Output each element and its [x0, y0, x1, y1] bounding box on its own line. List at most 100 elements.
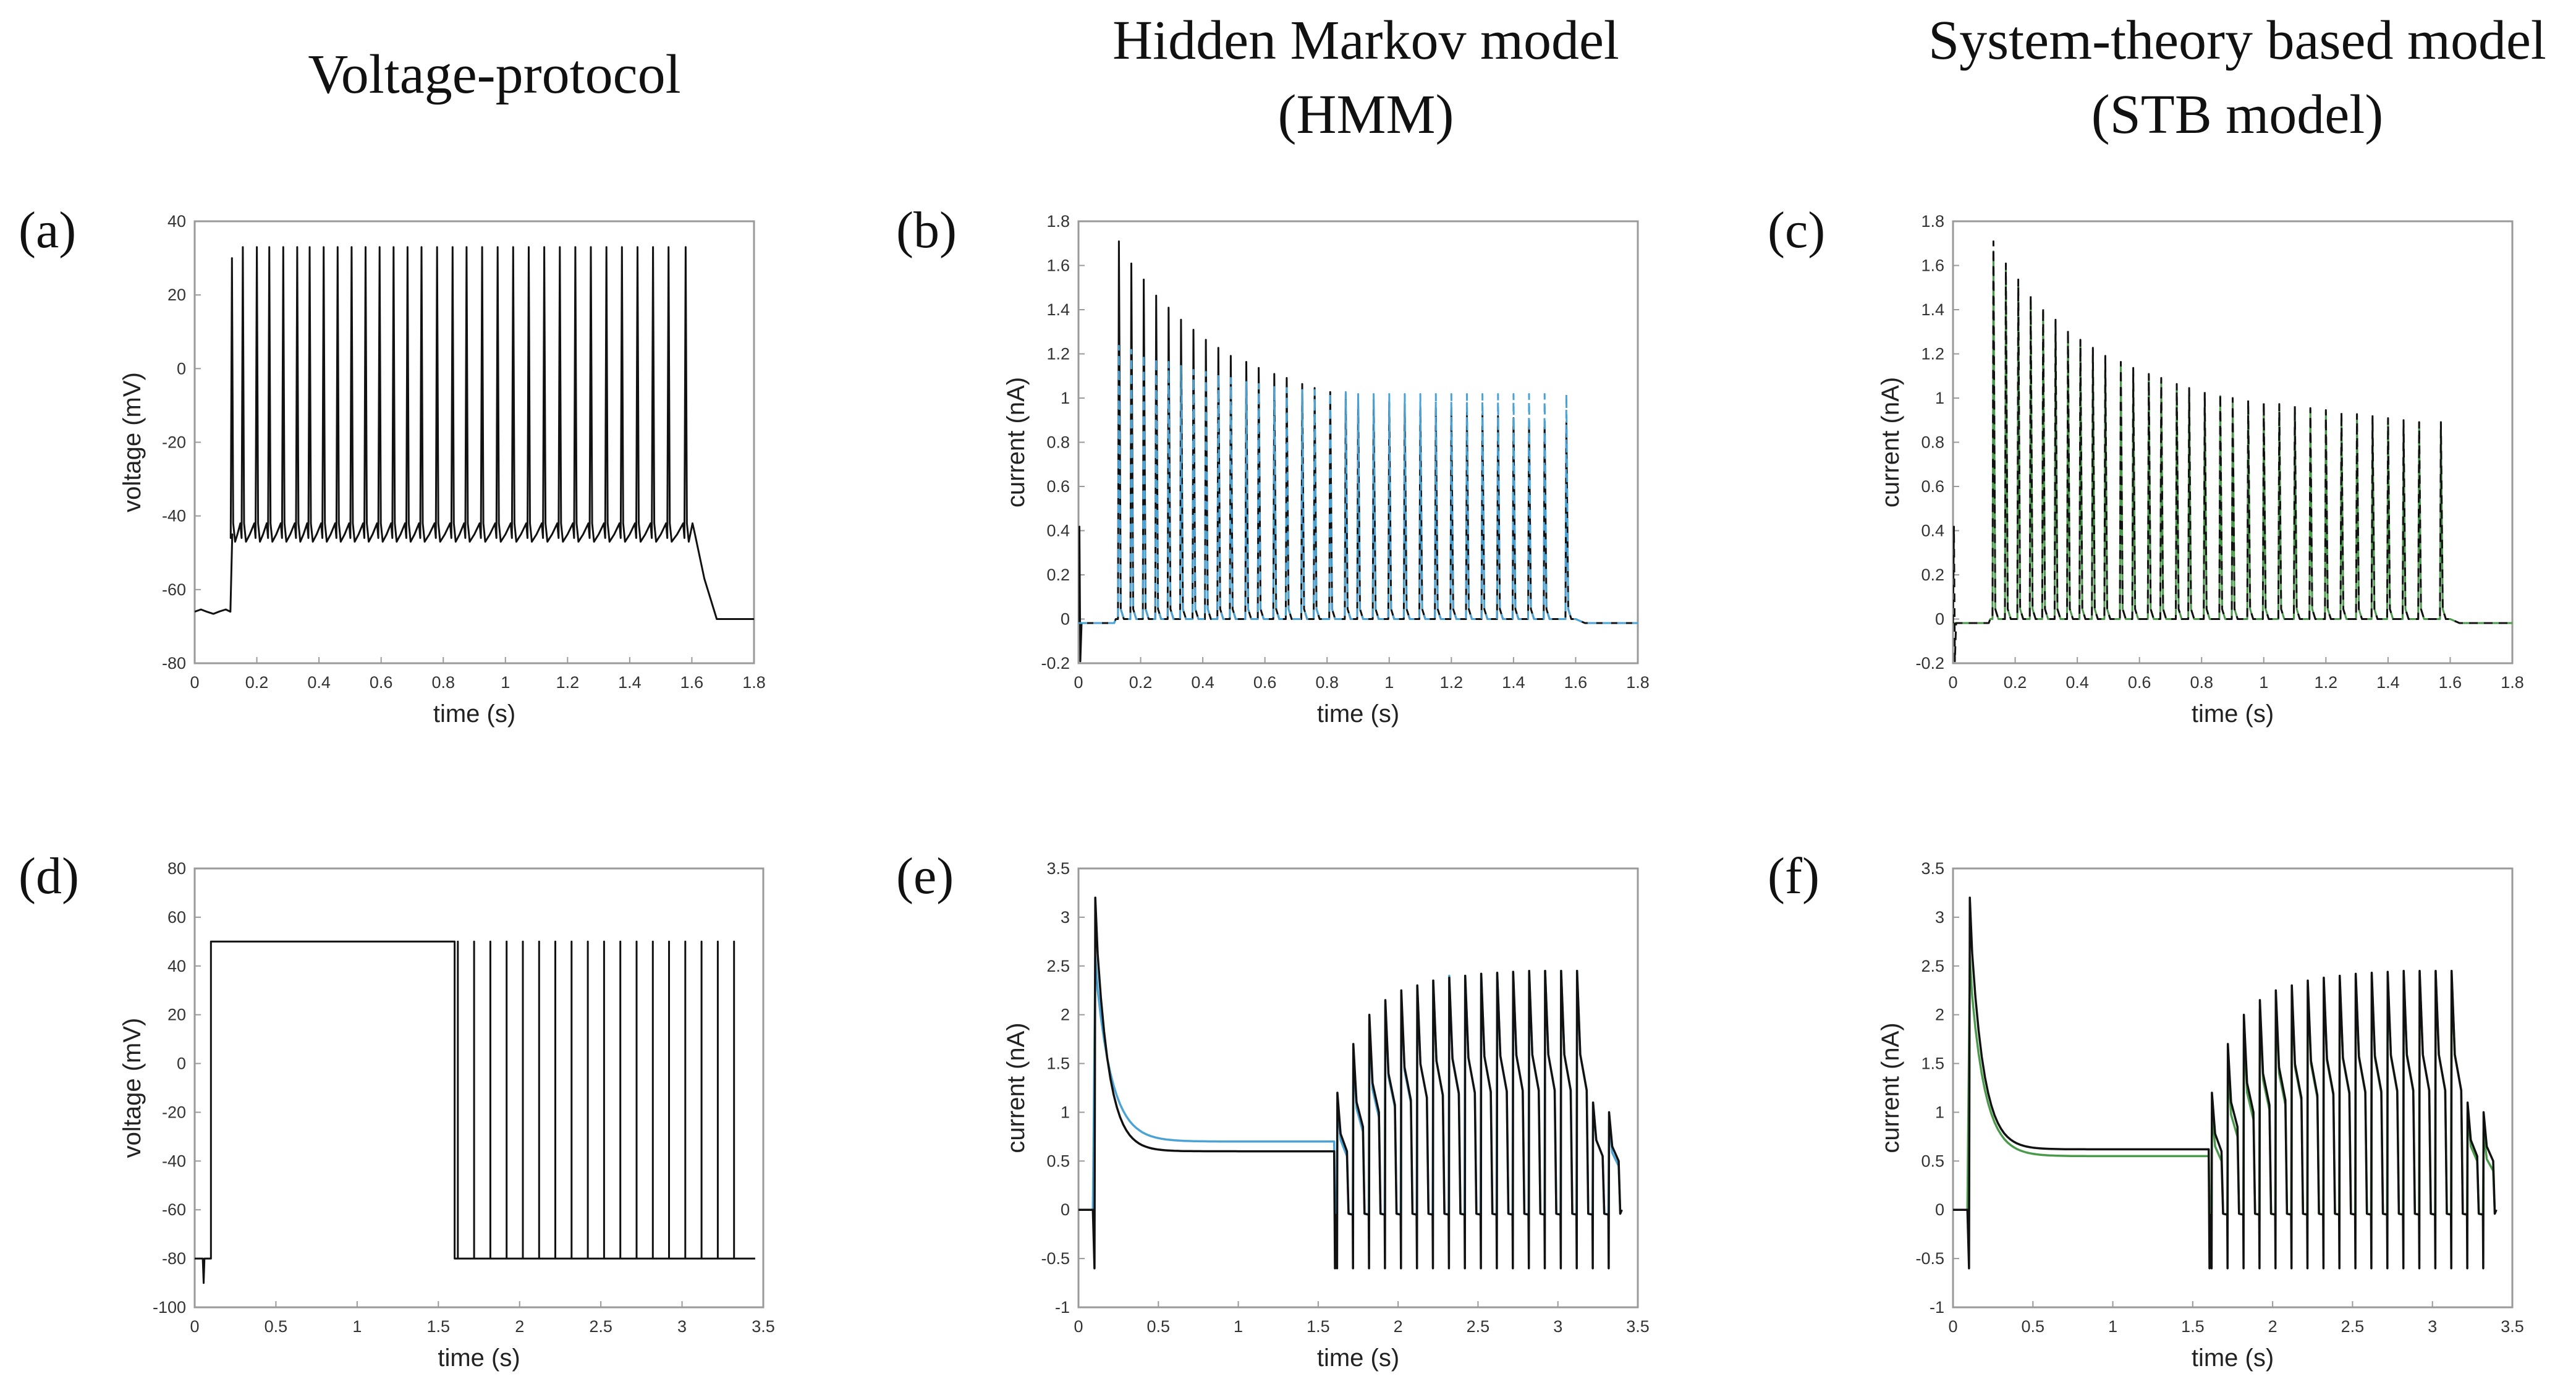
x-tick-label: 1.8 [1626, 673, 1650, 692]
x-axis-label: time (s) [1317, 700, 1399, 728]
y-axis-label: voltage (mV) [119, 372, 146, 512]
x-tick-label: 1.8 [742, 673, 766, 692]
series-line-measured-1 [1953, 240, 2512, 663]
column-title-hmm-line1: Hidden Markov model [1112, 10, 1619, 71]
x-tick-label: 0 [190, 673, 199, 692]
chart-panel-d: (d) 0 0.5 1 1.5 2 2.5 3 3.5 -100 -80 -60 -40 -20 0 20 40… [19, 847, 775, 1372]
x-tick-label: 2.5 [2341, 1317, 2365, 1336]
y-tick-label: 40 [167, 212, 186, 231]
x-tick-label: 3.5 [2501, 1317, 2524, 1336]
x-tick-label: 1.5 [427, 1317, 451, 1336]
plot-frame [193, 220, 755, 664]
x-tick-label: 0.8 [2190, 673, 2213, 692]
chart-panel-e: (e) 0 0.5 1 1.5 2 2.5 3 3.5 -1 -0.5 0 0.5 1 1.5 2 2.5 3 3.… [896, 847, 1650, 1372]
column-title-stb-line1: System-theory based model [1928, 10, 2546, 71]
series-line-measured-0 [195, 940, 755, 1284]
y-tick-label: 1.8 [1921, 212, 1944, 231]
y-tick-label: 0 [177, 1055, 186, 1073]
y-tick-label: 0.2 [1046, 566, 1070, 584]
series-group [195, 940, 755, 1284]
y-tick-label: 1 [1061, 1103, 1070, 1121]
y-axis-label: current (nA) [1877, 377, 1904, 507]
y-tick-label: 0.5 [1921, 1152, 1944, 1170]
x-tick-label: 2 [2268, 1317, 2277, 1336]
y-tick-label: 1.8 [1046, 212, 1070, 231]
y-tick-label: 1.6 [1921, 257, 1944, 275]
plot-frame [193, 867, 765, 1309]
y-tick-label: 0.6 [1046, 477, 1070, 496]
x-axis-label: time (s) [2192, 1344, 2274, 1372]
y-tick-label: 1 [1935, 389, 1944, 407]
x-tick-label: 1 [2259, 673, 2268, 692]
panel-label: (a) [19, 202, 76, 259]
x-tick-label: 1.5 [2181, 1317, 2205, 1336]
x-tick-label: 1 [1384, 673, 1394, 692]
x-tick-label: 1 [352, 1317, 362, 1336]
y-tick-label: 1.5 [1046, 1055, 1070, 1073]
y-tick-label: 1 [1935, 1103, 1944, 1121]
y-tick-label: -0.5 [1041, 1249, 1070, 1268]
x-tick-label: 1 [501, 673, 510, 692]
column-title-hmm-line2: (HMM) [1278, 84, 1454, 145]
y-tick-label: 80 [167, 859, 186, 878]
x-tick-label: 1.2 [2315, 673, 2338, 692]
x-tick-label: 1.4 [618, 673, 642, 692]
panel-label: (b) [896, 202, 957, 259]
x-tick-label: 3 [2428, 1317, 2437, 1336]
y-tick-label: 1.2 [1046, 345, 1070, 363]
x-tick-label: 0 [190, 1317, 199, 1336]
x-tick-label: 0.2 [245, 673, 269, 692]
y-tick-label: -100 [153, 1298, 186, 1317]
x-tick-label: 1.6 [2439, 673, 2462, 692]
x-axis-label: time (s) [1317, 1344, 1399, 1372]
y-tick-label: 0 [1935, 1200, 1944, 1219]
y-axis-label: current (nA) [1877, 1022, 1904, 1153]
chart-panel-b: (b)0 0.2 0.4 0.6 0.8 1 1.2 1.4 1.6 1.8-0.200.20.4… [896, 202, 1650, 728]
x-tick-label: 1 [1234, 1317, 1243, 1336]
panel-label: (e) [896, 847, 954, 905]
x-tick-label: 1.5 [1307, 1317, 1330, 1336]
y-tick-label: -80 [162, 1249, 186, 1268]
y-axis-label: current (nA) [1002, 1022, 1030, 1153]
x-tick-label: 0 [1948, 1317, 1957, 1336]
series-line-stb-0 [1953, 250, 2512, 624]
x-axis-label: time (s) [433, 700, 515, 728]
series-group [1953, 240, 2512, 663]
y-tick-label: -40 [162, 1152, 186, 1170]
y-tick-label: 0.6 [1921, 477, 1944, 496]
y-tick-label: 1.2 [1921, 345, 1944, 363]
y-tick-label: -60 [162, 580, 186, 599]
x-tick-label: 2 [1394, 1317, 1403, 1336]
y-tick-label: 2.5 [1921, 957, 1944, 975]
y-tick-label: 3 [1061, 908, 1070, 927]
x-tick-label: 2.5 [589, 1317, 612, 1336]
x-tick-label: 1.2 [556, 673, 580, 692]
x-tick-label: 0.5 [1147, 1317, 1171, 1336]
y-tick-label: 0 [1935, 610, 1944, 629]
x-tick-label: 1.8 [2501, 673, 2524, 692]
x-tick-label: 0 [1948, 673, 1957, 692]
y-tick-label: 2 [1935, 1006, 1944, 1024]
y-tick-label: 0.4 [1046, 522, 1070, 540]
chart-panel-a: (a) 0 0.2 0.4 0.6 0.8 1 1.2 1.4 1.6 1.8 -80 -60 -40 -2… [19, 202, 766, 728]
y-tick-label: 1 [1061, 389, 1070, 407]
series-group [1078, 240, 1638, 663]
y-tick-label: 0.8 [1046, 433, 1070, 452]
series-group [1078, 896, 1623, 1270]
x-tick-label: 0.2 [2004, 673, 2027, 692]
y-tick-label: -20 [162, 1103, 186, 1121]
x-tick-label: 1.4 [2376, 673, 2400, 692]
x-tick-label: 0.5 [2022, 1317, 2045, 1336]
x-axis-label: time (s) [438, 1344, 520, 1372]
x-tick-label: 1.6 [680, 673, 704, 692]
x-tick-label: 1.2 [1440, 673, 1464, 692]
y-axis-label: current (nA) [1002, 377, 1030, 507]
y-tick-label: 2 [1061, 1006, 1070, 1024]
x-tick-label: 1.6 [1564, 673, 1588, 692]
y-tick-label: 0.2 [1921, 566, 1944, 584]
series-group [1953, 896, 2498, 1270]
x-tick-label: 0.2 [1129, 673, 1153, 692]
series-line-measured-1 [1078, 896, 1623, 1270]
x-tick-label: 0.8 [1315, 673, 1339, 692]
